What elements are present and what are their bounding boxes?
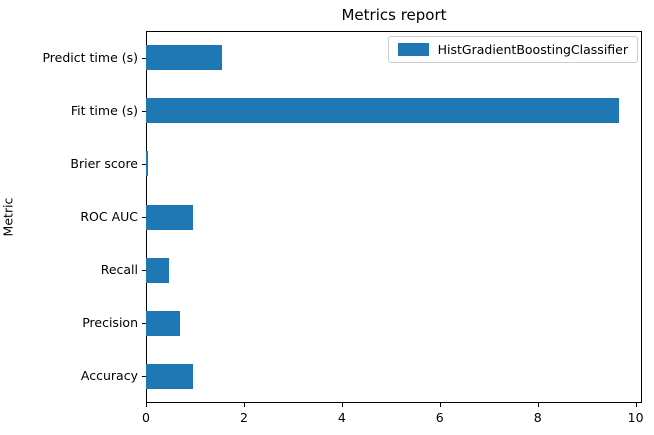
x-tick-label: 0 — [142, 410, 150, 425]
y-tick-label: ROC AUC — [80, 209, 138, 224]
y-tick-label: Recall — [100, 262, 138, 278]
x-tick-mark — [146, 403, 147, 407]
bar-predict-time-s — [146, 45, 222, 71]
y-tick-mark — [142, 323, 146, 324]
y-tick-mark — [142, 376, 146, 377]
bar-roc-auc — [146, 204, 193, 230]
x-tick-label: 8 — [533, 410, 542, 425]
y-tick-label: Brier score — [70, 155, 138, 171]
x-tick-mark — [538, 403, 539, 407]
bar-recall — [146, 257, 169, 283]
y-tick-label: Fit time (s) — [70, 102, 138, 118]
y-tick-mark — [142, 270, 146, 271]
x-tick-label: 4 — [337, 410, 346, 425]
x-tick-mark — [342, 403, 343, 407]
x-tick-label: 10 — [627, 410, 644, 425]
x-tick-mark — [244, 403, 245, 407]
y-tick-mark — [142, 58, 146, 59]
x-tick-mark — [440, 403, 441, 407]
plot-area: HistGradientBoostingClassifier — [146, 31, 642, 403]
legend-swatch-icon — [397, 43, 429, 56]
bar-precision — [146, 310, 180, 336]
bar-accuracy — [146, 363, 193, 389]
y-tick-label: Precision — [82, 315, 138, 331]
y-tick-label: Accuracy — [80, 368, 138, 384]
y-tick-mark — [142, 164, 146, 165]
bar-brier-score — [146, 151, 148, 177]
legend: HistGradientBoostingClassifier — [387, 36, 638, 63]
y-tick-mark — [142, 217, 146, 218]
bar-fit-time-s — [146, 98, 619, 124]
x-tick-mark — [636, 403, 637, 407]
y-tick-label: Predict time (s) — [42, 49, 138, 65]
x-tick-label: 2 — [239, 410, 248, 425]
x-tick-label: 6 — [435, 410, 444, 425]
y-tick-mark — [142, 111, 146, 112]
legend-series-label: HistGradientBoostingClassifier — [437, 42, 628, 57]
chart-title: Metrics report — [341, 6, 447, 24]
